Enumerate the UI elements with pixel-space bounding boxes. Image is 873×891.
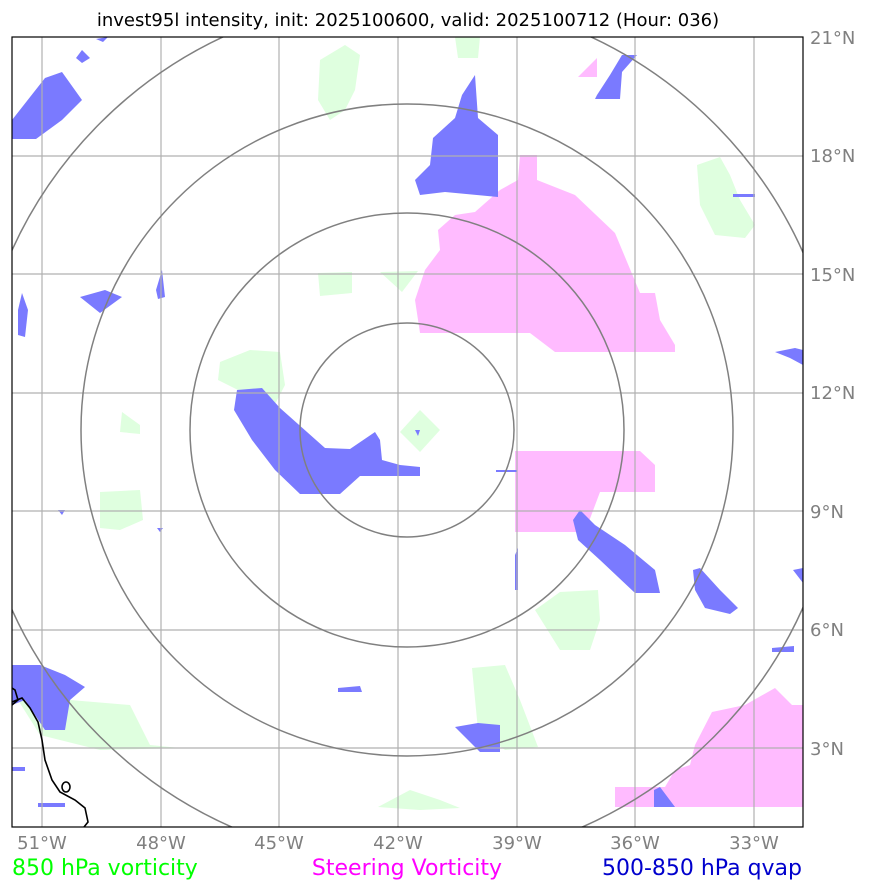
vorticity-850-layer [18, 37, 755, 810]
qvap-layer [12, 37, 803, 807]
lon-label: 48°W [136, 833, 186, 854]
qvap-area [415, 75, 498, 197]
legend-vorticity-850: 850 hPa vorticity [12, 856, 198, 881]
lat-label: 9°N [810, 502, 844, 523]
lat-label: 18°N [810, 146, 855, 167]
coastline [12, 687, 89, 827]
lon-label: 33°W [729, 833, 779, 854]
qvap-area [654, 787, 675, 807]
qvap-area [12, 665, 85, 730]
qvap-area [772, 646, 794, 652]
vorticity-area [535, 590, 600, 650]
range-ring [80, 103, 734, 757]
lat-label: 21°N [810, 28, 855, 49]
vorticity-area [697, 157, 755, 238]
lat-label: 3°N [810, 739, 844, 760]
vorticity-area [318, 272, 352, 296]
map-title: invest95l intensity, init: 2025100600, v… [97, 10, 719, 31]
vorticity-area [380, 271, 418, 292]
qvap-area [415, 430, 420, 436]
plot-frame [11, 36, 804, 828]
latitude-labels: 21°N 18°N 15°N 12°N 9°N 6°N 3°N [810, 28, 855, 760]
lon-label: 39°W [492, 833, 542, 854]
qvap-area [455, 723, 500, 752]
legend-steering-vorticity: Steering Vorticity [312, 856, 502, 881]
qvap-area [693, 568, 738, 614]
legend-qvap: 500-850 hPa qvap [602, 856, 802, 881]
coastline-mainland [12, 687, 89, 827]
steering-area [415, 155, 675, 352]
qvap-area [12, 767, 25, 771]
qvap-area [775, 348, 803, 365]
qvap-area [793, 568, 803, 583]
qvap-area [733, 194, 755, 197]
vorticity-area [100, 490, 143, 530]
qvap-area [18, 293, 28, 337]
qvap-area [595, 55, 637, 99]
range-rings [12, 37, 803, 827]
lon-label: 42°W [373, 833, 423, 854]
vorticity-area [318, 45, 360, 120]
lat-label: 6°N [810, 620, 844, 641]
steering-area [578, 58, 597, 77]
qvap-area [338, 686, 362, 692]
vorticity-area [120, 412, 140, 434]
range-ring [189, 212, 625, 648]
coastline-island [61, 781, 71, 793]
qvap-area [234, 388, 420, 494]
qvap-area [96, 37, 108, 42]
qvap-area [573, 510, 660, 593]
lon-label: 36°W [610, 833, 660, 854]
longitude-labels: 51°W 48°W 45°W 42°W 39°W 36°W 33°W [17, 833, 779, 854]
vorticity-area [400, 410, 440, 452]
range-ring [299, 322, 515, 538]
qvap-area [80, 290, 122, 313]
qvap-area [12, 72, 82, 139]
qvap-area [157, 528, 163, 532]
legend: 850 hPa vorticity Steering Vorticity 500… [12, 856, 802, 881]
lon-label: 51°W [17, 833, 67, 854]
lat-label: 15°N [810, 265, 855, 286]
vorticity-area [378, 790, 460, 810]
lat-label: 12°N [810, 383, 855, 404]
lon-label: 45°W [254, 833, 304, 854]
vorticity-area [455, 37, 480, 58]
qvap-area [76, 50, 90, 63]
qvap-area [38, 803, 65, 807]
